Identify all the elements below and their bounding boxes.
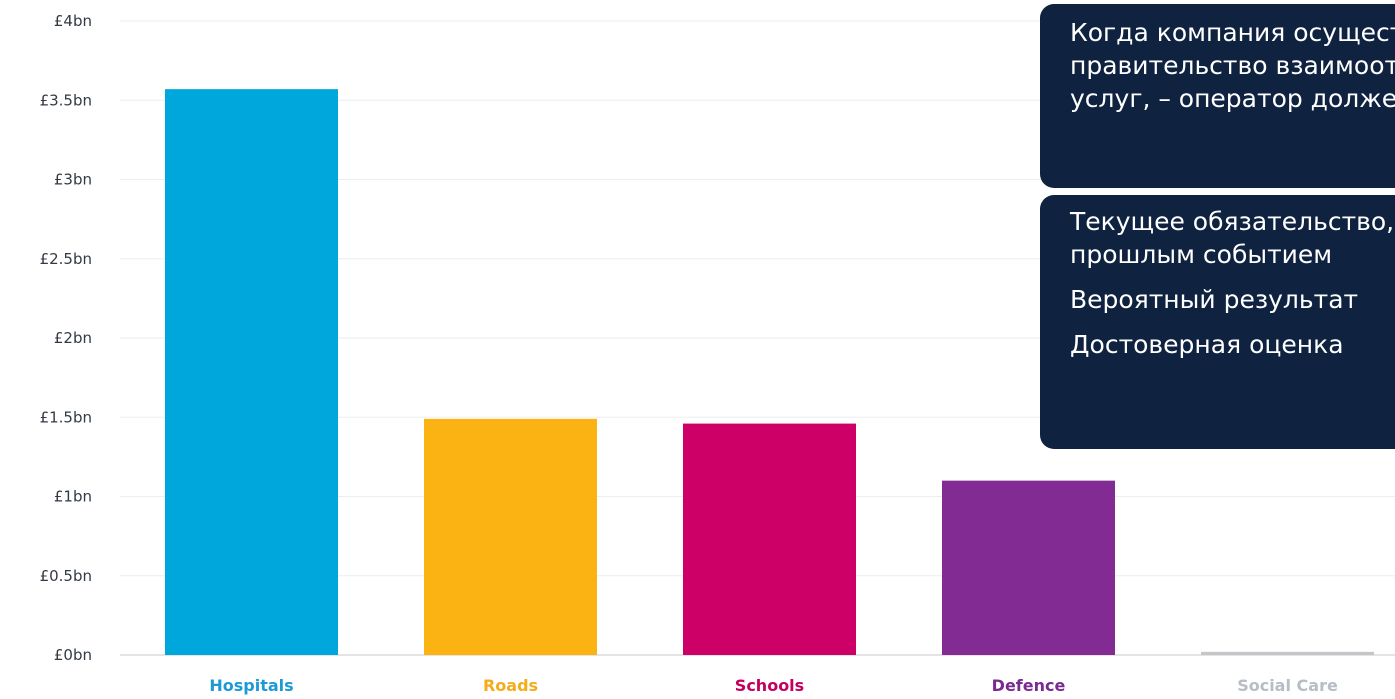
x-tick-label-social-care: Social Care — [1237, 676, 1338, 695]
y-tick-label: £1.5bn — [40, 408, 92, 426]
x-tick-label-roads: Roads — [483, 676, 538, 695]
bar-social-care — [1201, 651, 1374, 655]
bar-hospitals — [165, 89, 338, 655]
bar-roads — [424, 418, 597, 655]
callout-box-service-concession: Когда компания осуществляет операцию с п… — [1040, 4, 1395, 188]
y-tick-label: £1bn — [54, 488, 92, 506]
callout-1-line-3: услуг, – оператор должен признать — [1070, 84, 1395, 113]
callout-2-line-1: Текущее обязательство, возникшее в связи… — [1070, 207, 1395, 236]
bar-schools — [683, 423, 856, 655]
callout-2-line-2: прошлым событием — [1070, 240, 1333, 269]
callout-2-item-probable: Вероятный результат — [1070, 285, 1359, 314]
callout-1-line-2: правительство взаимоотношения в сфере — [1070, 51, 1395, 80]
bar-defence — [942, 480, 1115, 655]
callout-1-line-1: Когда компания осуществляет операцию с — [1070, 18, 1395, 47]
y-tick-label: £3.5bn — [40, 91, 92, 109]
callout-box-recognition-criteria: Текущее обязательство, возникшее в связи… — [1040, 195, 1395, 449]
bars — [165, 89, 1374, 655]
y-axis-tick-labels: £0bn £0.5bn £1bn £1.5bn £2bn £2.5bn £3bn £3.5bn… — [40, 12, 92, 664]
y-tick-label: £2bn — [54, 329, 92, 347]
y-tick-label: £3bn — [54, 171, 92, 189]
x-tick-label-defence: Defence — [992, 676, 1066, 695]
callout-2-item-reliable-estimate: Достоверная оценка — [1070, 330, 1344, 359]
callout-2-item-obligation: Текущее обязательство, возникшее в связи… — [1070, 205, 1395, 271]
x-tick-label-hospitals: Hospitals — [209, 676, 293, 695]
x-tick-label-schools: Schools — [735, 676, 804, 695]
x-axis-category-labels: Hospitals Roads Schools Defence Social Care — [209, 676, 1338, 695]
y-tick-label: £2.5bn — [40, 250, 92, 268]
y-tick-label: £4bn — [54, 12, 92, 30]
y-tick-label: £0.5bn — [40, 567, 92, 585]
y-tick-label: £0bn — [54, 646, 92, 664]
